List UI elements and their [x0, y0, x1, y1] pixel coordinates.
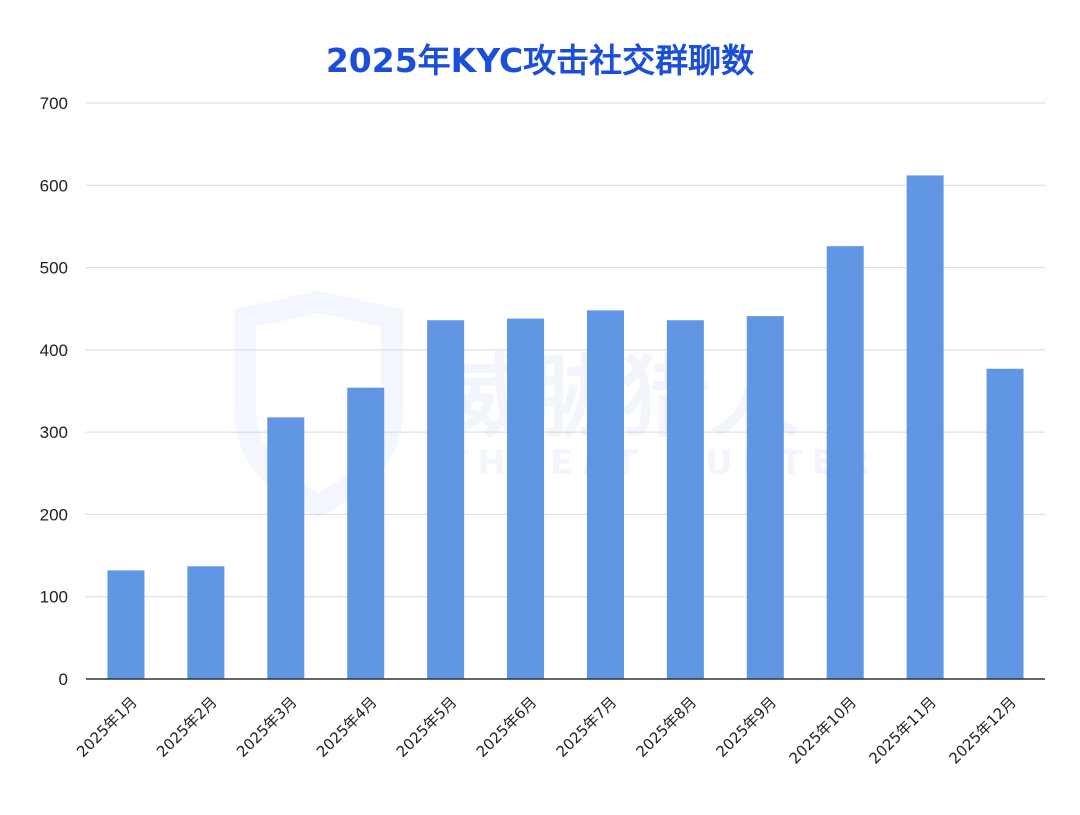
shield-logo-icon: [234, 290, 403, 518]
y-tick-label: 400: [40, 341, 68, 360]
y-tick-label: 0: [59, 670, 68, 689]
bar: [267, 417, 305, 679]
y-tick-label: 300: [40, 423, 68, 442]
x-axis-ticks: 2025年1月 2025年2月 2025年3月 2025年4月 2025年5月 2025年…: [73, 693, 1020, 767]
bar: [586, 310, 624, 679]
x-tick-label: 2025年6月: [473, 693, 541, 761]
y-tick-label: 700: [40, 94, 68, 113]
bar: [826, 246, 864, 680]
gridlines: [86, 102, 1045, 598]
x-tick-label: 2025年7月: [553, 693, 621, 761]
x-tick-label: 2025年1月: [73, 693, 141, 761]
y-tick-label: 200: [40, 505, 68, 524]
x-tick-label: 2025年4月: [313, 693, 381, 761]
y-tick-label: 100: [40, 588, 68, 607]
bar: [986, 368, 1024, 679]
x-tick-label: 2025年2月: [153, 693, 221, 761]
bar: [507, 318, 545, 679]
bar: [187, 566, 225, 679]
bar: [746, 316, 784, 679]
y-axis-ticks: 0 100 200 300 400 500 600 700: [40, 94, 68, 689]
bars: [107, 175, 1024, 680]
x-tick-label: 2025年3月: [233, 693, 301, 761]
bar: [666, 320, 704, 679]
bar: [107, 570, 145, 679]
bar: [906, 175, 944, 679]
x-tick-label: 2025年10月: [786, 693, 860, 767]
y-tick-label: 600: [40, 176, 68, 195]
bar: [427, 320, 465, 679]
x-tick-label: 2025年11月: [866, 693, 940, 767]
watermark: 威胁猎人 THREAT HUNTER: [234, 290, 870, 518]
chart-title: 2025年KYC攻击社交群聊数: [325, 41, 755, 80]
bar: [347, 387, 385, 679]
y-tick-label: 500: [40, 259, 68, 278]
x-tick-label: 2025年12月: [945, 693, 1019, 767]
x-tick-label: 2025年9月: [712, 693, 780, 761]
x-tick-label: 2025年8月: [633, 693, 701, 761]
x-tick-label: 2025年5月: [393, 693, 461, 761]
